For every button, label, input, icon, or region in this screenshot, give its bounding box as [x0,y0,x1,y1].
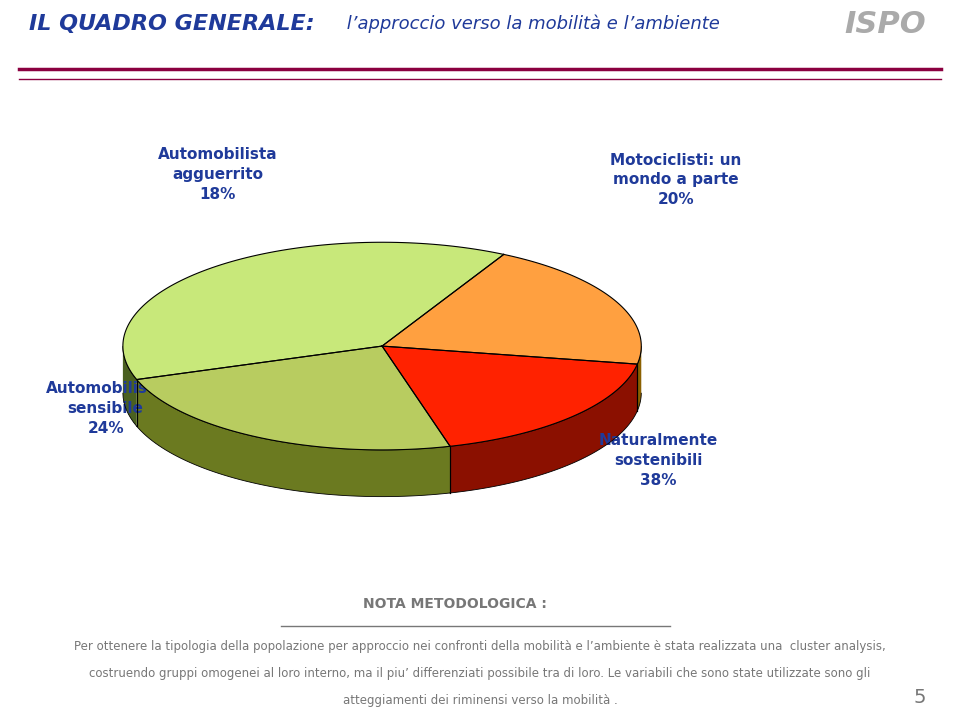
Text: Naturalmente
sostenibili
38%: Naturalmente sostenibili 38% [599,433,718,487]
Text: 5: 5 [914,688,926,707]
Polygon shape [382,346,637,446]
Text: NOTA METODOLOGICA :: NOTA METODOLOGICA : [363,597,546,611]
Text: Automobilista
sensibile
24%: Automobilista sensibile 24% [46,381,165,435]
Polygon shape [136,379,450,497]
Text: l’approccio verso la mobilità e l’ambiente: l’approccio verso la mobilità e l’ambien… [341,15,720,33]
Text: Motociclisti: un
mondo a parte
20%: Motociclisti: un mondo a parte 20% [611,153,741,207]
Polygon shape [123,242,504,379]
Polygon shape [123,347,136,426]
Polygon shape [450,364,637,493]
Polygon shape [382,255,641,364]
Polygon shape [637,347,641,411]
Text: atteggiamenti dei riminensi verso la mobilità .: atteggiamenti dei riminensi verso la mob… [343,694,617,707]
Text: IL QUADRO GENERALE:: IL QUADRO GENERALE: [29,14,315,34]
Text: costruendo gruppi omogenei al loro interno, ma il piu’ differenziati possibile t: costruendo gruppi omogenei al loro inter… [89,667,871,680]
Text: Per ottenere la tipologia della popolazione per approccio nei confronti della mo: Per ottenere la tipologia della popolazi… [74,640,886,653]
Text: Automobilista
agguerrito
18%: Automobilista agguerrito 18% [158,148,277,202]
Polygon shape [136,346,450,450]
Text: ISPO: ISPO [845,9,926,39]
